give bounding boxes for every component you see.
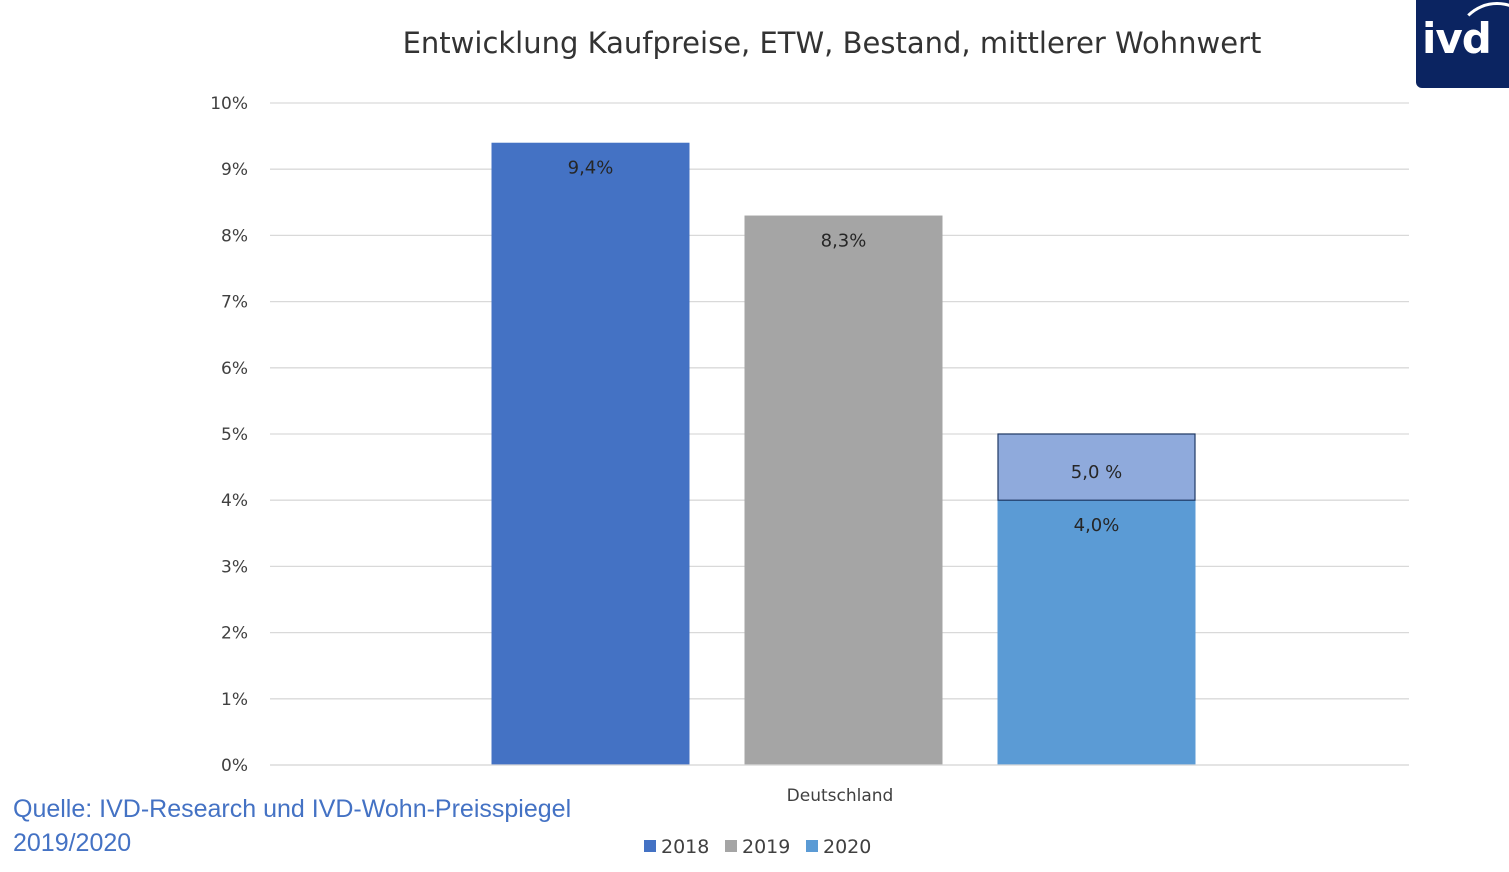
y-tick-label: 0% bbox=[221, 756, 248, 776]
source-line-2: 2019/2020 bbox=[13, 829, 132, 857]
x-axis: Deutschland bbox=[270, 764, 1409, 806]
y-tick-label: 4% bbox=[221, 491, 248, 511]
logo-ring bbox=[1455, 2, 1509, 86]
y-tick-label: 7% bbox=[221, 293, 248, 313]
data-label-2020-extension: 5,0 % bbox=[1071, 462, 1122, 483]
bar-2020 bbox=[997, 500, 1196, 765]
y-tick-label: 2% bbox=[221, 624, 248, 644]
source-note: Quelle: IVD-Research und IVD-Wohn-Preiss… bbox=[13, 792, 613, 860]
legend-swatch-2019 bbox=[725, 840, 737, 852]
data-label-2020: 4,0% bbox=[1074, 515, 1120, 536]
bar-2018 bbox=[491, 142, 690, 766]
bar-2020-extension bbox=[997, 433, 1196, 501]
y-axis: 0% 1% 2% 3% 4% 5% 6% 7% 8% 9% 10% bbox=[210, 94, 248, 776]
data-label-2018: 9,4% bbox=[568, 158, 614, 179]
y-tick-label: 6% bbox=[221, 359, 248, 379]
legend-swatch-2018 bbox=[644, 840, 656, 852]
logo-text: ivd bbox=[1422, 14, 1492, 63]
data-label-2019: 8,3% bbox=[821, 231, 867, 252]
legend: 2018 2019 2020 bbox=[644, 836, 871, 858]
legend-label-2020: 2020 bbox=[823, 836, 871, 858]
x-category-label: Deutschland bbox=[787, 786, 894, 806]
y-tick-label: 8% bbox=[221, 226, 248, 246]
bars: 9,4% 8,3% 5,0 % 4,0% bbox=[491, 142, 1196, 766]
y-tick-label: 9% bbox=[221, 160, 248, 180]
y-tick-label: 10% bbox=[210, 94, 248, 114]
bar-2019 bbox=[744, 215, 943, 766]
y-tick-label: 1% bbox=[221, 690, 248, 710]
legend-label-2018: 2018 bbox=[661, 836, 709, 858]
ivd-logo: ivd bbox=[1416, 0, 1509, 88]
y-tick-label: 3% bbox=[221, 557, 248, 577]
legend-label-2019: 2019 bbox=[742, 836, 790, 858]
legend-swatch-2020 bbox=[806, 840, 818, 852]
chart-title: Entwicklung Kaufpreise, ETW, Bestand, mi… bbox=[403, 26, 1262, 60]
y-tick-label: 5% bbox=[221, 425, 248, 445]
source-line-1: Quelle: IVD-Research und IVD-Wohn-Preiss… bbox=[13, 795, 572, 823]
